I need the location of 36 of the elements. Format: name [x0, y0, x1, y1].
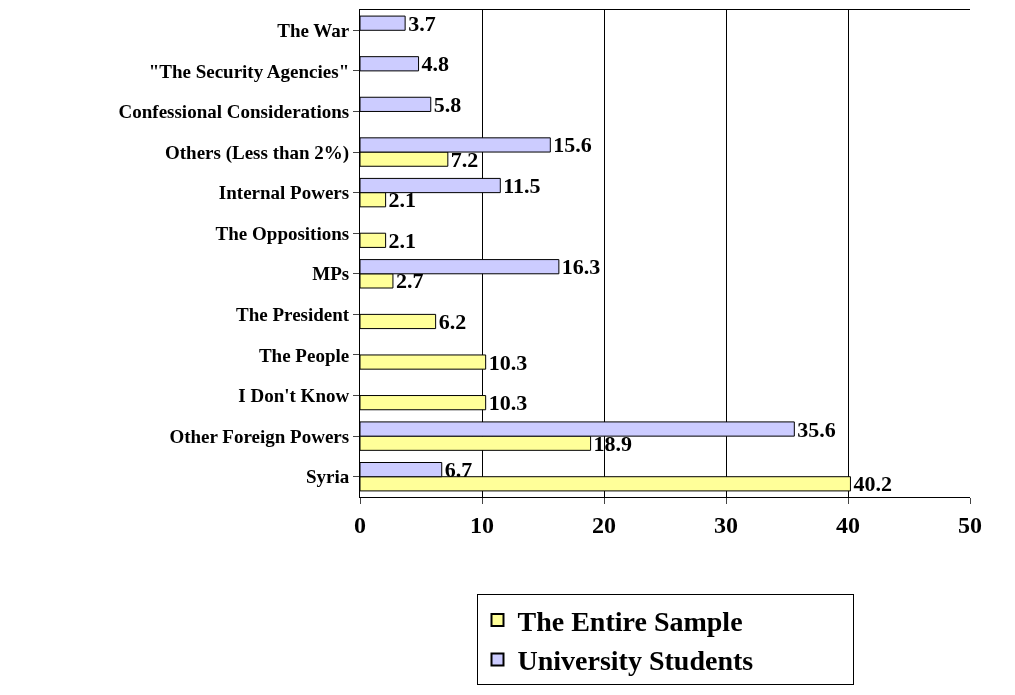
data-label: 35.6: [797, 416, 836, 442]
y-tick-label: Others (Less than 2%): [165, 141, 350, 164]
y-tick-label: Syria: [305, 466, 350, 488]
data-label: 10.3: [488, 349, 528, 375]
x-tick-label: 10: [470, 511, 494, 538]
y-tick-label: "The Security Agencies": [148, 60, 350, 82]
y-tick-label: Internal Powers: [218, 182, 350, 204]
legend-label: The Entire Sample: [517, 606, 743, 638]
legend-label: University Students: [517, 645, 754, 677]
data-label: 11.5: [503, 173, 541, 199]
data-label: 16.3: [561, 254, 601, 280]
x-tick-label: 20: [592, 511, 616, 538]
data-label: 2.1: [388, 227, 417, 253]
y-tick-label: Confessional Considerations: [118, 101, 350, 123]
data-label: 7.2: [450, 146, 479, 172]
x-tick-label: 30: [714, 511, 738, 538]
data-label: 5.8: [433, 91, 462, 117]
x-tick-label: 0: [354, 511, 366, 538]
data-label: 2.7: [395, 268, 424, 294]
data-label: 10.3: [488, 390, 528, 416]
y-tick-label: The Oppositions: [215, 222, 350, 244]
data-label: 15.6: [553, 132, 592, 158]
y-tick-label: The People: [258, 344, 350, 366]
y-tick-label: The President: [236, 304, 350, 326]
x-tick-label: 50: [958, 511, 982, 538]
y-tick-label: MPs: [312, 263, 350, 285]
y-tick-label: The War: [277, 19, 350, 41]
data-label: 40.2: [853, 471, 892, 497]
y-tick-label: I Don't Know: [238, 385, 350, 407]
data-label: 6.2: [438, 308, 467, 334]
data-label: 4.8: [421, 51, 450, 77]
data-label: 2.1: [388, 187, 417, 213]
data-label: 6.7: [444, 457, 473, 483]
y-tick-label: Other Foreign Powers: [169, 425, 350, 447]
x-tick-label: 40: [836, 511, 860, 538]
data-label: 3.7: [408, 10, 436, 36]
